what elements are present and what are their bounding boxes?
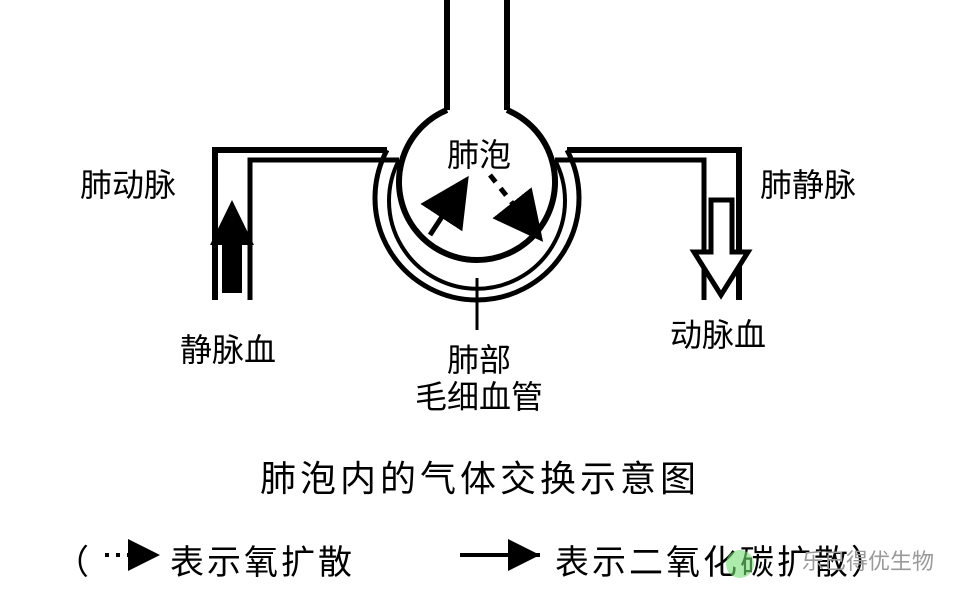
diagram-canvas: 肺泡 肺动脉 肺静脉 静脉血 动脉血 肺部 毛细血管 肺泡内的气体交换示意图 （…: [0, 0, 954, 596]
diagram-svg: [0, 0, 954, 596]
capillary-inner: [389, 160, 565, 289]
pulmonary-artery-label: 肺动脉: [80, 160, 176, 206]
alveolus-label: 肺泡: [447, 130, 511, 176]
capillary-label-2: 毛细血管: [415, 372, 543, 418]
pulmonary-vein-label: 肺静脉: [760, 160, 856, 206]
watermark-icon: [726, 550, 754, 578]
legend-open-paren: （: [55, 535, 89, 584]
diagram-title: 肺泡内的气体交换示意图: [260, 450, 700, 502]
o2-arrow-icon: [490, 175, 540, 238]
venous-blood-label: 静脉血: [180, 325, 276, 371]
arterial-blood-label: 动脉血: [670, 310, 766, 356]
legend-o2-text: 表示氧扩散: [170, 535, 355, 584]
co2-arrow-icon: [430, 180, 466, 235]
watermark-text: 乐已得优生物: [802, 544, 934, 576]
